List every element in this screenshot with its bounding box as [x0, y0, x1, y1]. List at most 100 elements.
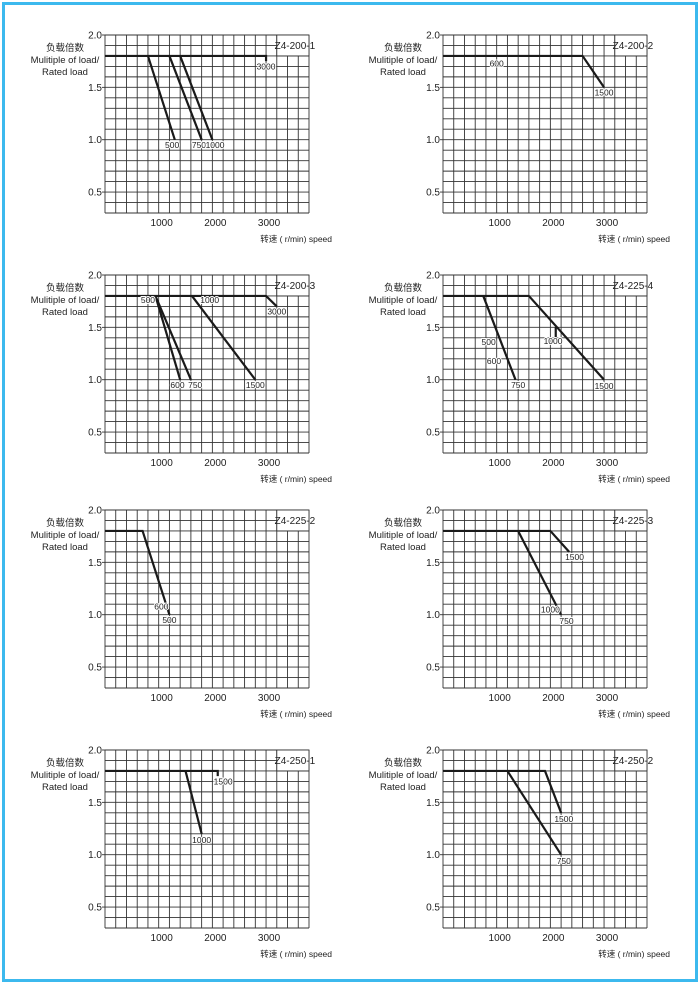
series-line-500 — [146, 55, 176, 141]
speed-annotation: 1500 — [565, 552, 584, 562]
y-axis-label: Mulitiple of load/ — [369, 530, 438, 541]
y-axis-label: Rated load — [42, 782, 88, 793]
grid — [442, 509, 648, 689]
y-tick-label: 1.0 — [88, 610, 102, 621]
series-line-500-600 — [105, 529, 171, 616]
y-axis-label: 负载倍数 — [46, 282, 85, 294]
x-tick-label: 3000 — [258, 933, 281, 944]
grid — [104, 749, 310, 929]
y-axis-label: Mulitiple of load/ — [31, 55, 100, 66]
series-line-750 — [168, 55, 203, 141]
load-speed-chart: Z4-200-1 0.5 1.0 1.5 2.0 1000 2000 3000 负载倍数Muli… — [31, 31, 333, 245]
speed-annotation: 1000 — [206, 140, 225, 150]
speed-annotation: 750 — [188, 380, 202, 390]
series-line-1000 — [184, 770, 203, 835]
chart-panel: Z4-250-2 0.5 1.0 1.5 2.0 1000 2000 3000 负载倍数 Muli… — [338, 740, 688, 980]
y-axis-label: Rated load — [380, 307, 426, 318]
x-tick-label: 1000 — [151, 218, 174, 229]
y-tick-label: 2.0 — [88, 271, 102, 282]
x-tick-label: 1000 — [489, 218, 512, 229]
series-line-1500 — [443, 769, 563, 814]
speed-annotation: 500 — [162, 615, 176, 625]
chart-title-box — [614, 274, 648, 297]
series-line-750 — [506, 770, 563, 856]
x-tick-label: 3000 — [258, 218, 281, 229]
x-tick-label: 2000 — [204, 218, 227, 229]
series-line-1000 — [179, 55, 214, 141]
y-tick-label: 1.0 — [426, 135, 440, 146]
y-tick-label: 2.0 — [426, 31, 440, 42]
chart-title: Z4-200-2 — [613, 41, 654, 52]
chart-title-box — [276, 34, 310, 57]
y-tick-label: 1.0 — [88, 850, 102, 861]
speed-annotation: 600 — [170, 380, 184, 390]
y-tick-label: 1.0 — [426, 850, 440, 861]
speed-annotation: 1500 — [246, 380, 265, 390]
y-axis-label: 负载倍数 — [384, 282, 423, 294]
load-speed-chart: Z4-250-1 0.5 1.0 1.5 2.0 1000 2000 3000 负载倍数Muli… — [31, 746, 333, 960]
grid — [442, 274, 648, 454]
series-line-750-1000 — [517, 530, 563, 616]
chart-title: Z4-250-2 — [613, 756, 654, 767]
load-speed-chart: Z4-225-2 0.5 1.0 1.5 2.0 1000 2000 3000 负载倍数Muli… — [31, 506, 333, 720]
y-tick-label: 1.5 — [88, 323, 102, 334]
y-tick-label: 2.0 — [426, 506, 440, 517]
x-tick-label: 2000 — [542, 218, 565, 229]
speed-annotation: 1000 — [200, 295, 219, 305]
x-axis-label: 转速 ( r/min) speed — [260, 234, 332, 244]
y-tick-label: 0.5 — [426, 428, 440, 439]
x-axis-label: 转速 ( r/min) speed — [598, 474, 670, 484]
y-tick-label: 0.5 — [88, 428, 102, 439]
x-axis-label: 转速 ( r/min) speed — [598, 234, 670, 244]
speed-annotation: 500 — [482, 337, 496, 347]
y-tick-label: 1.5 — [426, 323, 440, 334]
chart-panel: Z4-225-2 0.5 1.0 1.5 2.0 1000 2000 3000 负载倍数 Muli… — [0, 500, 350, 740]
y-tick-label: 2.0 — [88, 31, 102, 42]
series-line-600 — [154, 295, 182, 381]
chart-panel: Z4-200-2 0.5 1.0 1.5 2.0 1000 2000 3000 负载倍数 Muli… — [338, 25, 688, 265]
x-tick-label: 3000 — [258, 693, 281, 704]
y-axis-label: Mulitiple of load/ — [369, 295, 438, 306]
y-tick-label: 2.0 — [88, 506, 102, 517]
series-line-1500 — [191, 295, 257, 381]
y-axis-label: Mulitiple of load/ — [31, 770, 100, 781]
series-line-600-1500 — [443, 54, 605, 88]
y-tick-label: 1.5 — [88, 558, 102, 569]
x-tick-label: 3000 — [596, 218, 619, 229]
load-speed-chart: Z4-200-2 0.5 1.0 1.5 2.0 1000 2000 3000 负载倍数Muli… — [369, 31, 671, 245]
y-axis-label: 负载倍数 — [46, 42, 85, 54]
y-axis-label: 负载倍数 — [384, 757, 423, 769]
x-axis-label: 转速 ( r/min) speed — [598, 709, 670, 719]
speed-annotation: 750 — [559, 616, 573, 626]
x-tick-label: 2000 — [542, 458, 565, 469]
x-axis-label: 转速 ( r/min) speed — [260, 949, 332, 959]
y-axis-label: Rated load — [42, 67, 88, 78]
load-speed-chart: Z4-200-3 0.5 1.0 1.5 2.0 1000 2000 3000 负载倍数Muli… — [31, 271, 333, 485]
y-axis-label: Mulitiple of load/ — [369, 55, 438, 66]
y-axis-label: Rated load — [380, 782, 426, 793]
y-axis-label: 负载倍数 — [46, 517, 85, 529]
y-tick-label: 1.0 — [88, 135, 102, 146]
chart-panel: Z4-225-4 0.5 1.0 1.5 2.0 1000 2000 3000 负载倍数 Muli… — [338, 265, 688, 505]
chart-panel: Z4-200-3 0.5 1.0 1.5 2.0 1000 2000 3000 负载倍数 Muli… — [0, 265, 350, 505]
series-line-flat — [105, 54, 268, 62]
speed-annotation: 1500 — [595, 381, 614, 391]
y-axis-label: 负载倍数 — [384, 42, 423, 54]
y-tick-label: 0.5 — [88, 903, 102, 914]
speed-annotation: 500 — [141, 295, 155, 305]
y-tick-label: 1.5 — [88, 83, 102, 94]
y-axis-label: Rated load — [42, 307, 88, 318]
chart-title: Z4-225-4 — [613, 281, 654, 292]
y-axis-label: Rated load — [380, 67, 426, 78]
x-tick-label: 1000 — [489, 693, 512, 704]
load-speed-chart: Z4-250-2 0.5 1.0 1.5 2.0 1000 2000 3000 负载倍数Muli… — [369, 746, 671, 960]
x-tick-label: 1000 — [489, 458, 512, 469]
y-tick-label: 0.5 — [426, 663, 440, 674]
speed-annotation: 750 — [192, 140, 206, 150]
x-tick-label: 2000 — [542, 693, 565, 704]
chart-title: Z4-200-1 — [275, 41, 316, 52]
x-tick-label: 3000 — [596, 693, 619, 704]
y-tick-label: 1.0 — [88, 375, 102, 386]
chart-title: Z4-225-2 — [275, 516, 316, 527]
